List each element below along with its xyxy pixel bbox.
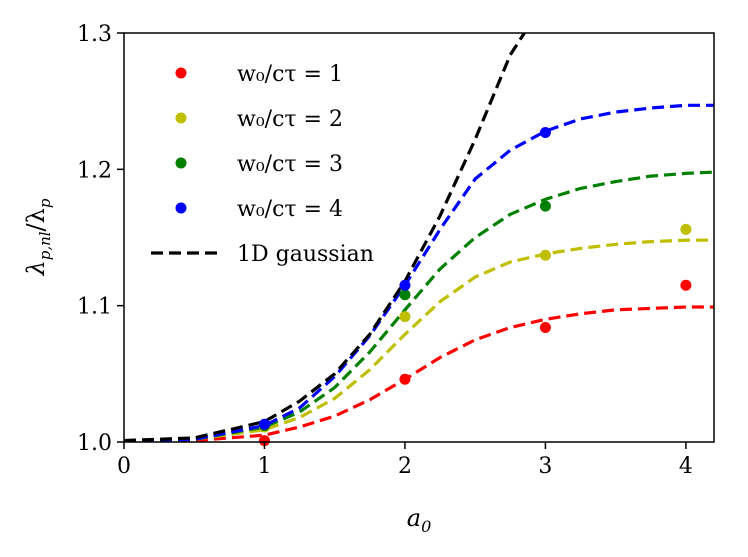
series-point-2: [399, 311, 411, 323]
series-point-3: [539, 200, 551, 212]
legend-label-4: w₀/cτ = 4: [237, 197, 343, 222]
x-tick-label: 2: [398, 454, 412, 479]
legend-label-5: 1D gaussian: [237, 242, 374, 267]
x-axis-ticks: 0 1 2 3 4: [117, 442, 693, 479]
series-curve-5: [124, 33, 526, 442]
plot-background: [124, 33, 714, 442]
series-point-2: [539, 249, 551, 261]
x-tick-label: 1: [257, 454, 271, 479]
plot-frame: [123, 32, 715, 443]
y-axis-ticks: 1.0 1.1 1.2 1.3: [77, 22, 124, 456]
legend-marker-2: [175, 112, 187, 124]
x-tick-label: 0: [117, 454, 131, 479]
x-tick-label: 3: [538, 454, 552, 479]
y-tick-label: 1.0: [77, 431, 112, 456]
curves-layer: [124, 33, 714, 442]
series-point-1: [680, 279, 692, 291]
y-axis-label: λp,nl/λp: [22, 198, 54, 276]
series-point-4: [258, 418, 270, 430]
x-tick-label: 4: [679, 454, 693, 479]
series-point-1: [539, 321, 551, 333]
series-point-4: [399, 279, 411, 291]
series-curve-4: [124, 103, 714, 442]
legend-label-1: w₀/cτ = 1: [237, 62, 343, 87]
legend-marker-4: [175, 202, 187, 214]
series-curve-3: [124, 170, 714, 442]
series-curve-2: [124, 238, 714, 442]
series-curve-1: [124, 305, 714, 442]
y-tick-label: 1.2: [77, 158, 112, 183]
series-point-4: [539, 127, 551, 139]
series-point-3: [399, 289, 411, 301]
y-tick-label: 1.1: [77, 295, 112, 320]
legend: w₀/cτ = 1 w₀/cτ = 2 w₀/cτ = 3 w₀/cτ = 4 1D g…: [151, 62, 374, 267]
points-layer: [258, 127, 692, 447]
series-point-2: [680, 223, 692, 235]
legend-marker-3: [175, 157, 187, 169]
legend-label-2: w₀/cτ = 2: [237, 107, 343, 132]
legend-label-3: w₀/cτ = 3: [237, 152, 343, 177]
y-tick-label: 1.3: [77, 22, 112, 47]
x-axis-label: a0: [407, 504, 432, 536]
legend-marker-1: [175, 67, 187, 79]
series-point-1: [399, 373, 411, 385]
series-point-1: [258, 435, 270, 447]
